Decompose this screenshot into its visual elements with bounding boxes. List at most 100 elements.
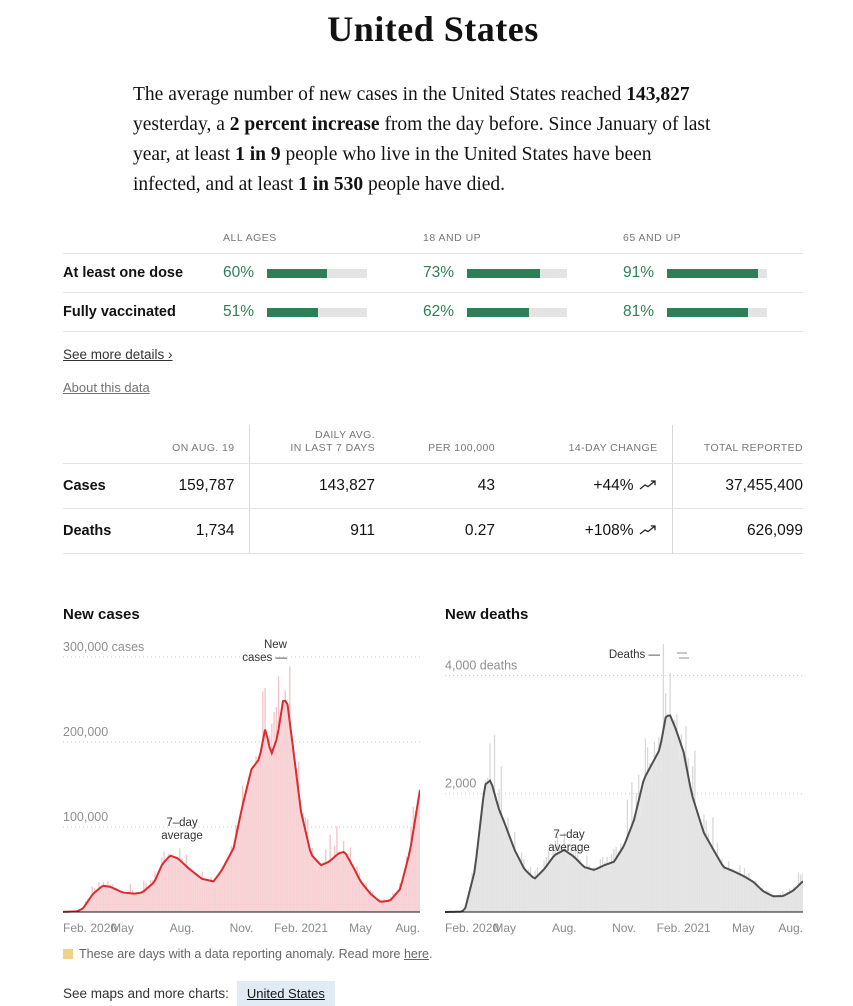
- vax-row-label: At least one dose: [63, 265, 184, 282]
- chart-title: New cases: [63, 606, 140, 624]
- vax-cell: 73%: [423, 254, 623, 293]
- cases-daily-avg: 143,827: [248, 463, 389, 510]
- avg-line: [63, 700, 420, 914]
- stats-header-per-100k: PER 100,000: [389, 425, 509, 465]
- vaccination-section: ALL AGES 18 AND UP 65 AND UP At least on…: [63, 228, 803, 397]
- stats-header-14-day-change: 14-DAY CHANGE: [509, 425, 672, 465]
- vaccination-row: Fully vaccinated 51% 62% 81%: [63, 293, 803, 332]
- x-tick-label: Aug.: [778, 921, 803, 935]
- x-tick-label: Feb. 2021: [657, 921, 711, 935]
- vax-bar-track: [267, 268, 367, 278]
- vax-cell: 91%: [623, 254, 803, 293]
- read-more-link[interactable]: here: [403, 947, 429, 962]
- cases-total: 37,455,400: [671, 463, 803, 510]
- intro-text: from the day before. Since January of la…: [133, 114, 711, 165]
- intro-text: yesterday, a: [133, 114, 230, 135]
- anomaly-footnote: These are days with a data reporting ano…: [63, 947, 803, 961]
- stats-header-daily-avg: DAILY AVG. IN LAST 7 DAYS: [248, 425, 389, 465]
- vax-bar-fill: [267, 268, 327, 278]
- new-cases-chart: New cases 100,000 200,000 300,000 cases Feb…: [63, 606, 420, 939]
- vax-bar-track: [267, 307, 367, 317]
- stats-row-label: Cases: [63, 463, 163, 510]
- vax-bar-fill: [267, 307, 318, 317]
- page: United States The average number of new …: [63, 8, 803, 1006]
- see-more-details-link[interactable]: See more details ›: [63, 347, 173, 363]
- footer-label: See maps and more charts:: [63, 986, 229, 1002]
- vax-cell: 60%: [223, 254, 423, 293]
- stats-row-label: Deaths: [63, 508, 163, 555]
- intro-text: The average number of new cases in the U…: [133, 84, 627, 105]
- y-tick-label: 100,000: [63, 810, 108, 824]
- intro-highlight: 2 percent increase: [229, 114, 380, 135]
- vax-header-65-up: 65 AND UP: [623, 228, 803, 254]
- x-tick-label: Aug.: [395, 921, 420, 935]
- united-states-chip[interactable]: United States: [236, 981, 335, 1006]
- deaths-on-date: 1,734: [163, 508, 249, 555]
- footnote-period: .: [428, 947, 433, 962]
- stats-section: ON AUG. 19 DAILY AVG. IN LAST 7 DAYS PER…: [63, 425, 803, 555]
- cases-on-date: 159,787: [163, 463, 249, 510]
- charts-row: New cases 100,000 200,000 300,000 cases Feb…: [63, 606, 803, 939]
- stats-row-cases: Cases 159,787 143,827 43 +44% 37,455,400: [63, 463, 803, 510]
- vaccination-table: ALL AGES 18 AND UP 65 AND UP At least on…: [63, 228, 803, 332]
- x-tick-label: Feb. 2020: [63, 921, 117, 935]
- intro-text: people have died.: [363, 174, 506, 195]
- vax-bar-track: [467, 307, 567, 317]
- x-tick-label: May: [111, 921, 134, 935]
- chart-title: New deaths: [445, 606, 529, 624]
- vax-header-18-up: 18 AND UP: [423, 228, 623, 254]
- avg-area: [63, 701, 420, 913]
- new-deaths-plot: 2,000 4,000 deaths Feb. 2020 May Aug. Nov. Feb…: [445, 637, 803, 939]
- intro-highlight: 1 in 530: [298, 174, 364, 195]
- vax-bar-track: [467, 268, 567, 278]
- vax-percent: 62%: [423, 303, 455, 321]
- stats-row-deaths: Deaths 1,734 911 0.27 +108% 626,099: [63, 508, 803, 555]
- vax-bar-track: [667, 268, 767, 278]
- stats-header-total: TOTAL REPORTED: [671, 425, 803, 465]
- footer-line: See maps and more charts: United States: [63, 981, 803, 1006]
- x-tick-label: May: [349, 921, 372, 935]
- cases-per-100k: 43: [389, 463, 509, 510]
- x-tick-label: May: [493, 921, 516, 935]
- deaths-14-day-change: +108%: [509, 508, 672, 555]
- vaccination-header-row: ALL AGES 18 AND UP 65 AND UP: [63, 228, 803, 254]
- intro-paragraph: The average number of new cases in the U…: [133, 80, 723, 200]
- x-tick-label: May: [732, 921, 755, 935]
- deaths-per-100k: 0.27: [389, 508, 509, 555]
- vax-bar-fill: [667, 307, 748, 317]
- vax-percent: 91%: [623, 264, 655, 281]
- about-this-data-link[interactable]: About this data: [63, 380, 150, 396]
- intro-highlight: 143,827: [626, 84, 690, 105]
- avg-line: [445, 714, 803, 914]
- vaccination-row: At least one dose 60% 73% 91%: [63, 254, 803, 293]
- trend-up-icon: [639, 480, 656, 490]
- avg-area: [445, 715, 803, 913]
- deaths-line-label: Deaths —: [608, 649, 660, 662]
- intro-highlight: 1 in 9: [235, 144, 281, 165]
- stats-header-row: ON AUG. 19 DAILY AVG. IN LAST 7 DAYS PER…: [63, 425, 803, 465]
- vax-bar-fill: [667, 268, 758, 278]
- new-deaths-chart: New deaths 2,000 4,000 deaths Feb. 2020 May…: [445, 606, 803, 939]
- y-tick-label: 200,000: [63, 725, 108, 739]
- x-tick-label: Nov.: [612, 921, 636, 935]
- trend-up-icon: [639, 525, 656, 535]
- y-tick-label: 300,000 cases: [63, 640, 144, 654]
- stats-table: ON AUG. 19 DAILY AVG. IN LAST 7 DAYS PER…: [63, 425, 803, 555]
- new-cases-line-label: New cases —: [242, 639, 287, 665]
- anomaly-swatch: [63, 949, 73, 960]
- stats-header-empty: [63, 425, 163, 465]
- x-tick-label: Aug.: [170, 921, 195, 935]
- page-title: United States: [327, 9, 539, 49]
- seven-day-average-label: 7–day average: [161, 817, 203, 843]
- new-cases-plot: 100,000 200,000 300,000 cases Feb. 2020 May A…: [63, 637, 420, 939]
- vax-header-empty: [63, 228, 223, 254]
- footnote-text: These are days with a data reporting ano…: [79, 947, 404, 962]
- vax-cell: 62%: [423, 293, 623, 332]
- deaths-total: 626,099: [671, 508, 803, 555]
- x-tick-label: Feb. 2020: [445, 921, 499, 935]
- vax-percent: 73%: [423, 264, 455, 281]
- vax-bar-fill: [467, 307, 529, 317]
- vax-percent: 60%: [223, 264, 255, 281]
